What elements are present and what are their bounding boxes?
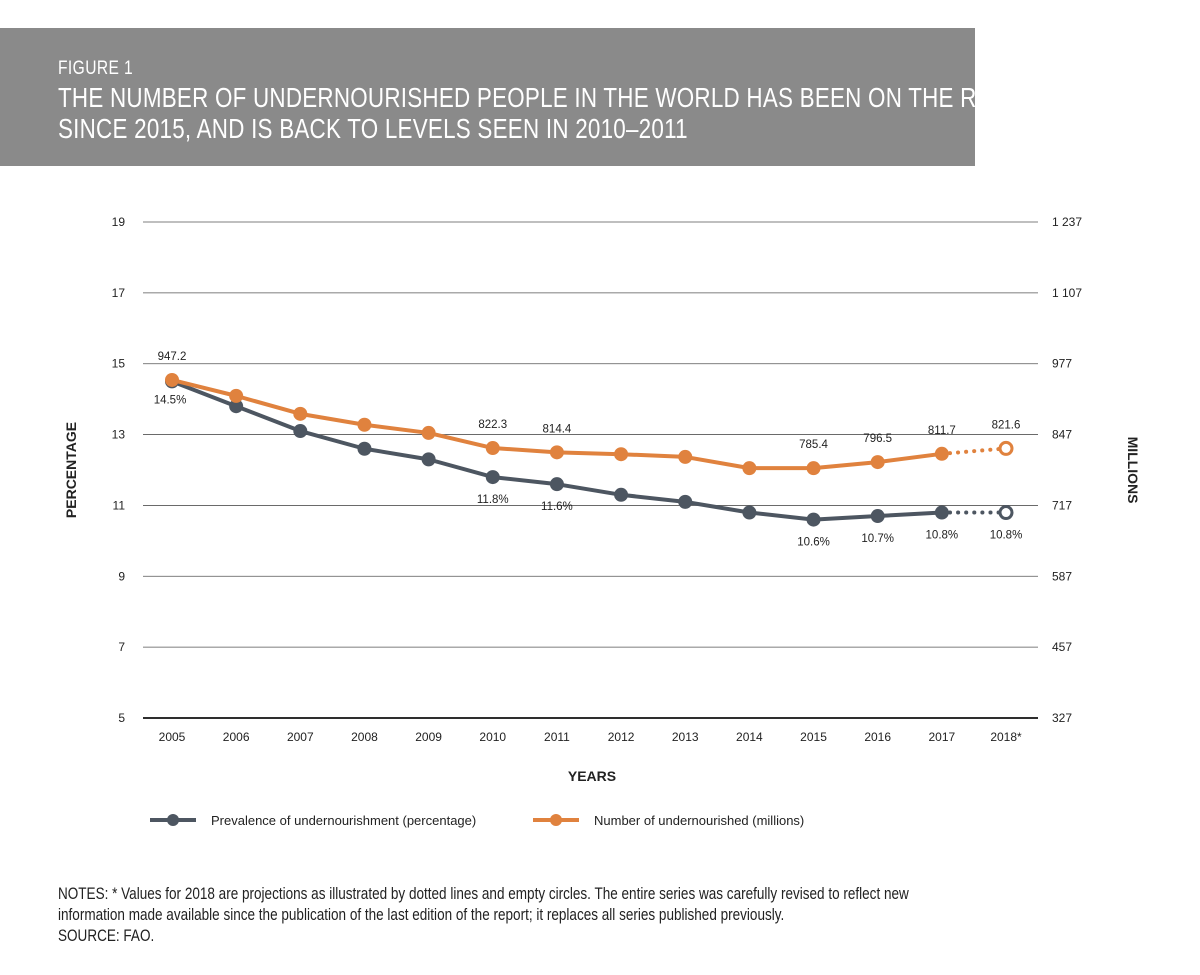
y-axis-title-left: PERCENTAGE (63, 422, 79, 518)
figure-notes: NOTES: * Values for 2018 are projections… (58, 884, 1124, 947)
y-tick-label-right: 717 (1052, 498, 1072, 512)
data-labels: 14.5% 11.8% 11.6% 10.6% 10.7% 10.8% 10.8% 947.2… (154, 351, 1023, 549)
y-tick-label-left: 7 (118, 640, 125, 654)
notes-line-1: NOTES: * Values for 2018 are projections… (58, 885, 909, 903)
data-label-number: 947.2 (158, 351, 187, 363)
data-point-prevalence (806, 512, 821, 527)
y-tick-label-left: 11 (113, 498, 126, 512)
x-tick-label: 2007 (287, 730, 314, 744)
figure-label: FIGURE 1 (58, 58, 134, 79)
y-tick-label-right: 587 (1052, 569, 1072, 583)
legend-item-prevalence: Prevalence of undernourishment (percenta… (150, 813, 476, 828)
legend-marker-prevalence (167, 814, 179, 826)
x-tick-label: 2008 (351, 730, 378, 744)
x-tick-label: 2006 (223, 730, 250, 744)
notes-source: SOURCE: FAO. (58, 927, 155, 945)
figure-title-line-2: SINCE 2015, AND IS BACK TO LEVELS SEEN I… (58, 113, 688, 144)
data-label-number: 822.3 (478, 419, 507, 431)
x-tick-label: 2014 (736, 730, 763, 744)
data-label-prevalence: 10.8% (926, 530, 959, 542)
data-label-number: 821.6 (992, 419, 1021, 431)
legend: Prevalence of undernourishment (percenta… (150, 813, 804, 828)
legend-label-prevalence: Prevalence of undernourishment (percenta… (211, 813, 476, 828)
data-label-number: 785.4 (799, 439, 828, 451)
y-tick-label-left: 17 (112, 286, 126, 300)
data-point-number (742, 461, 757, 476)
data-point-prevalence (934, 505, 949, 520)
data-point-number (678, 449, 693, 464)
data-label-number: 814.4 (543, 423, 572, 435)
data-label-prevalence: 11.8% (477, 494, 509, 506)
y-tick-label-left: 5 (118, 711, 125, 725)
figure-header-banner: FIGURE 1 THE NUMBER OF UNDERNOURISHED PE… (0, 28, 1013, 166)
y-tick-label-right: 977 (1052, 357, 1072, 371)
data-label-prevalence: 10.7% (861, 533, 894, 545)
data-point-prevalence (678, 494, 693, 509)
series-layer (165, 372, 1014, 527)
x-tick-label: 2011 (544, 730, 570, 744)
data-point-number (549, 445, 564, 460)
data-point-prevalence (229, 399, 244, 414)
x-tick-label: 2016 (864, 730, 891, 744)
legend-label-number: Number of undernourished (millions) (594, 813, 804, 828)
gridlines (143, 221, 1038, 719)
x-tick-label: 2010 (479, 730, 506, 744)
figure-title-line-1: THE NUMBER OF UNDERNOURISHED PEOPLE IN T… (58, 82, 1014, 113)
data-label-prevalence: 10.6% (797, 537, 830, 549)
axis-ticks: 19 1 237 17 1 107 15 977 13 847 11 717 9 587 7 457 5 32… (112, 215, 1083, 744)
x-tick-label: 2009 (415, 730, 442, 744)
data-point-prevalence (549, 477, 564, 492)
y-tick-label-right: 457 (1052, 640, 1072, 654)
data-point-number (485, 441, 500, 456)
data-point-prevalence (421, 452, 436, 467)
x-axis-title: YEARS (568, 768, 616, 784)
figure-title: THE NUMBER OF UNDERNOURISHED PEOPLE IN T… (58, 82, 1013, 144)
x-tick-label: 2015 (800, 730, 827, 744)
data-label-prevalence: 11.6% (541, 501, 573, 513)
x-tick-label: 2018* (990, 730, 1022, 744)
data-point-prevalence (870, 509, 885, 524)
notes-line-2: information made available since the pub… (58, 906, 785, 924)
y-tick-label-left: 15 (112, 357, 126, 371)
data-point-number (870, 455, 885, 470)
data-label-prevalence: 10.8% (990, 530, 1023, 542)
data-point-number (806, 461, 821, 476)
data-label-number: 811.7 (928, 425, 956, 437)
x-tick-label: 2012 (608, 730, 635, 744)
data-point-prevalence (293, 424, 308, 439)
data-point-number (421, 425, 436, 440)
data-point-prevalence (998, 505, 1014, 521)
x-tick-label: 2017 (928, 730, 955, 744)
legend-item-number: Number of undernourished (millions) (533, 813, 804, 828)
data-point-number (614, 447, 629, 462)
data-label-number: 796.5 (863, 433, 892, 445)
data-point-number (357, 417, 372, 432)
x-tick-label: 2013 (672, 730, 699, 744)
series-projection-number (939, 446, 1008, 456)
data-point-prevalence (614, 487, 629, 502)
y-tick-label-left: 19 (112, 215, 126, 229)
data-point-number (293, 406, 308, 421)
y-axis-title-right: MILLIONS (1125, 437, 1141, 504)
x-tick-label: 2005 (159, 730, 186, 744)
y-tick-label-right: 327 (1052, 711, 1072, 725)
legend-marker-number (550, 814, 562, 826)
data-point-prevalence (485, 470, 500, 485)
line-chart: 19 1 237 17 1 107 15 977 13 847 11 717 9 587 7 457 5 32… (63, 215, 1141, 828)
y-tick-label-right: 1 237 (1052, 215, 1082, 229)
data-point-prevalence (357, 441, 372, 456)
data-point-number (934, 446, 949, 461)
y-tick-label-left: 9 (118, 569, 125, 583)
data-point-number (998, 440, 1014, 456)
y-tick-label-right: 847 (1052, 428, 1072, 442)
data-label-prevalence: 14.5% (154, 394, 187, 406)
data-point-prevalence (742, 505, 757, 520)
data-point-number (229, 388, 244, 403)
y-tick-label-right: 1 107 (1052, 286, 1082, 300)
data-point-number (165, 372, 179, 387)
y-tick-label-left: 13 (112, 428, 126, 442)
